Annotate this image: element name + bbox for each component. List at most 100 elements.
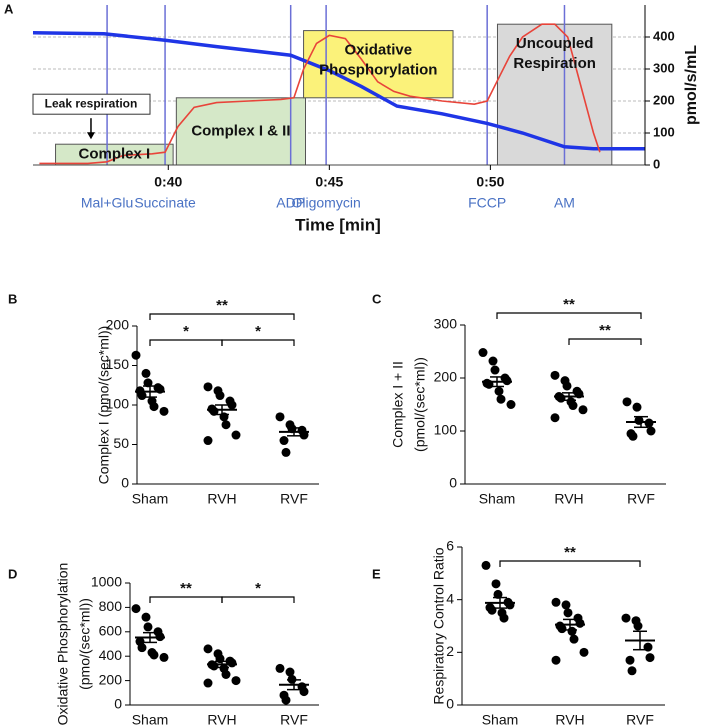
- y-tick-label: 4: [446, 590, 454, 606]
- y-tick-label: 6: [446, 538, 454, 554]
- event-label: FCCP: [468, 195, 506, 211]
- event-label: Succinate: [134, 195, 196, 211]
- data-point: [231, 676, 241, 686]
- data-point: [568, 401, 578, 411]
- event-label: Oligomycin: [291, 195, 360, 211]
- y-tick-label: 100: [653, 124, 675, 139]
- y-tick-label: 600: [99, 623, 123, 639]
- x-tick-label: Sham: [132, 491, 169, 507]
- data-point: [221, 420, 231, 430]
- x-tick-label: RVF: [627, 491, 655, 507]
- region-label: Respiration: [513, 55, 596, 72]
- region-label: Phosphorylation: [319, 62, 437, 79]
- data-point: [281, 695, 291, 705]
- y-tick-label: 100: [434, 422, 458, 438]
- region: [496, 23, 613, 166]
- data-point: [561, 600, 571, 610]
- region-label: Oxidative: [345, 42, 413, 59]
- data-point: [562, 381, 572, 391]
- y-tick-label: 200: [653, 92, 675, 107]
- significance-bracket: [496, 312, 642, 319]
- region: [175, 97, 307, 166]
- trace-line: [39, 23, 601, 165]
- panel-label: C: [372, 291, 382, 306]
- data-point: [221, 670, 231, 679]
- x-tick-label: RVH: [555, 712, 584, 728]
- significance-bracket: [221, 596, 295, 603]
- data-point: [285, 667, 295, 677]
- trace-line: [32, 31, 645, 151]
- x-tick-label: RVH: [207, 712, 236, 728]
- data-point: [645, 653, 655, 663]
- data-point: [632, 402, 642, 412]
- data-point: [625, 655, 635, 665]
- data-point: [299, 687, 309, 697]
- panel-label: E: [372, 566, 381, 581]
- data-point: [557, 624, 567, 634]
- data-point: [551, 597, 561, 607]
- significance-bracket: [568, 338, 642, 345]
- y-tick-label: 800: [99, 598, 123, 614]
- data-point: [159, 406, 169, 416]
- data-point: [621, 613, 631, 623]
- annotation: Leak respiration: [45, 96, 138, 110]
- data-point: [143, 378, 153, 388]
- significance-label: **: [180, 580, 192, 597]
- data-point: [550, 413, 560, 423]
- y-tick-label: 0: [446, 696, 454, 712]
- significance-bracket: [149, 596, 223, 603]
- y-tick-label: 200: [106, 317, 130, 333]
- y-tick-label: 0: [121, 475, 129, 491]
- data-point: [494, 386, 504, 396]
- panel-label: B: [8, 291, 17, 306]
- x-tick-label: Sham: [479, 491, 516, 507]
- x-tick-label: 0:40: [154, 174, 182, 190]
- x-tick-label: 0:50: [476, 174, 504, 190]
- data-point: [488, 356, 498, 366]
- panel-label: D: [8, 566, 17, 581]
- significance-label: **: [564, 544, 576, 561]
- y-tick-label: 1000: [91, 574, 122, 590]
- x-tick-label: RVF: [280, 491, 308, 507]
- data-point: [578, 405, 588, 415]
- x-tick-label: Sham: [132, 712, 169, 728]
- data-point: [644, 418, 654, 428]
- data-point: [487, 605, 497, 615]
- y-axis-label: Oxidative Phosphorylation: [55, 563, 71, 726]
- data-point: [490, 365, 500, 375]
- x-tick-label: RVH: [554, 491, 583, 507]
- x-tick-label: 0:45: [315, 174, 343, 190]
- data-point: [281, 447, 291, 457]
- x-axis-label: Time [min]: [295, 215, 381, 234]
- y-tick-label: 300: [653, 60, 675, 75]
- data-point: [203, 678, 213, 688]
- data-point: [231, 430, 241, 440]
- data-point: [493, 589, 503, 599]
- significance-bracket: [221, 339, 295, 346]
- data-point: [575, 618, 585, 628]
- data-point: [215, 391, 225, 401]
- significance-label: **: [216, 297, 228, 314]
- data-point: [579, 647, 589, 657]
- data-point: [227, 400, 237, 410]
- data-point: [219, 412, 229, 422]
- data-point: [491, 579, 501, 589]
- data-point: [279, 436, 289, 446]
- annotation-arrowhead: [86, 132, 95, 140]
- data-point: [143, 622, 153, 632]
- region-label: Complex I & II: [191, 122, 290, 139]
- significance-label: **: [563, 296, 575, 313]
- event-label: ADP: [276, 195, 305, 211]
- data-point: [149, 402, 159, 412]
- data-point: [275, 663, 285, 673]
- significance-bracket: [149, 313, 295, 320]
- significance-label: *: [183, 323, 189, 340]
- data-point: [227, 658, 237, 668]
- y-axis-label: Complex I + II: [390, 361, 406, 448]
- x-tick-label: Sham: [482, 712, 519, 728]
- data-point: [569, 634, 579, 644]
- data-point: [563, 608, 573, 618]
- data-point: [567, 626, 577, 636]
- data-point: [137, 643, 147, 653]
- data-point: [556, 393, 566, 403]
